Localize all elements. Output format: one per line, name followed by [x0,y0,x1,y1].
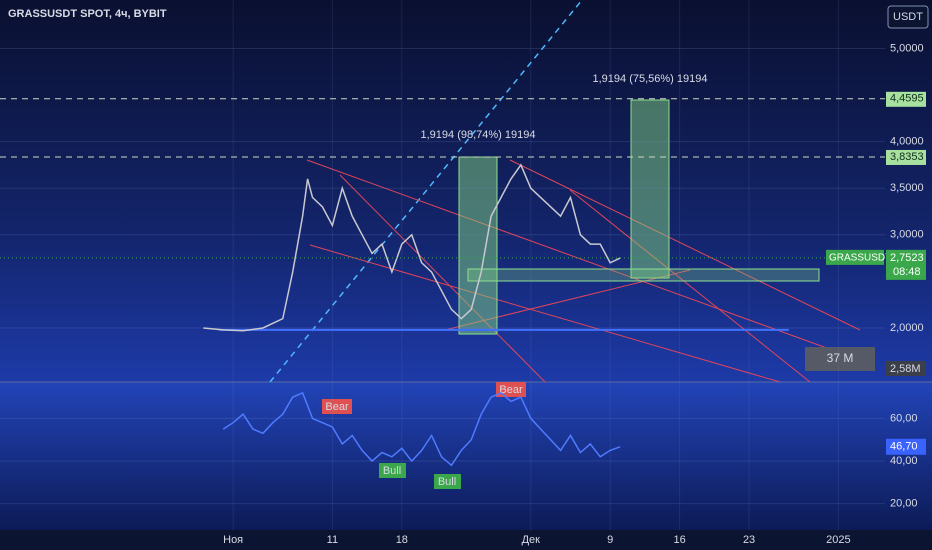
last-price: 2,7523 [890,252,924,264]
trend-line [309,244,781,383]
signal-badge [379,463,406,478]
signal-label: Bull [438,476,456,488]
volume-box [805,347,875,371]
x-tick-label: 16 [673,534,685,546]
x-tick-label: Ноя [223,534,243,546]
y-tick-label: 3,5000 [890,182,924,194]
currency[interactable]: USDT [893,11,923,23]
y-tick-label: 2,0000 [890,322,924,334]
rsi-badge [886,438,926,455]
x-tick-label: 23 [743,534,755,546]
level-label: 3,8353 [890,151,924,163]
measure-box [630,99,670,279]
rsi-last: 46,70 [890,441,918,453]
time-axis [0,530,932,550]
x-tick-label: Дек [522,534,541,546]
y-tick-label: 60,00 [890,412,918,424]
signal-badge [496,382,526,397]
last-price-badge [886,249,926,280]
level-badge [886,91,926,107]
level-badge [886,149,926,165]
signal-badge [322,399,352,414]
level-label: 4,4595 [890,93,924,105]
last-name: GRASSUSDT [829,253,891,264]
volume-badge [886,361,926,376]
rsi-pane [0,382,932,532]
y-tick-label: 3,0000 [890,229,924,241]
x-tick-label: 18 [396,534,408,546]
rsi-line [222,391,621,467]
y-tick-label: 4,0000 [890,136,924,148]
trend-line [339,174,546,383]
x-tick-label: 9 [607,534,613,546]
countdown: 08:48 [893,266,921,278]
signal-label: Bear [325,401,349,413]
currency-button[interactable] [887,5,929,29]
trend-line [509,159,861,331]
volume-box-label: 37 M [827,351,854,365]
zone-box [467,268,820,282]
y-tick-label: 20,00 [890,498,918,510]
symbol-title: GRASSUSDT SPOT, 4ч, BYBIT [8,8,167,20]
signal-label: Bear [499,384,523,396]
measure-box [458,156,498,335]
measure-label: 1,9194 (75,56%) 19194 [593,73,708,85]
last-name-badge [826,249,884,265]
trend-line [569,189,811,383]
drawings [269,0,861,383]
trend-dashed [269,0,583,383]
x-tick-label: 11 [327,534,338,546]
x-tick-label: 2025 [826,534,850,546]
signal-badge [434,474,461,489]
measure-label: 1,9194 (98,74%) 19194 [421,129,536,141]
volume-label: 2,58M [890,363,921,375]
signal-label: Bull [383,465,401,477]
price-line [203,163,621,332]
trend-line [306,159,861,361]
y-tick-label: 5,0000 [890,42,924,54]
y-tick-label: 40,00 [890,455,918,467]
